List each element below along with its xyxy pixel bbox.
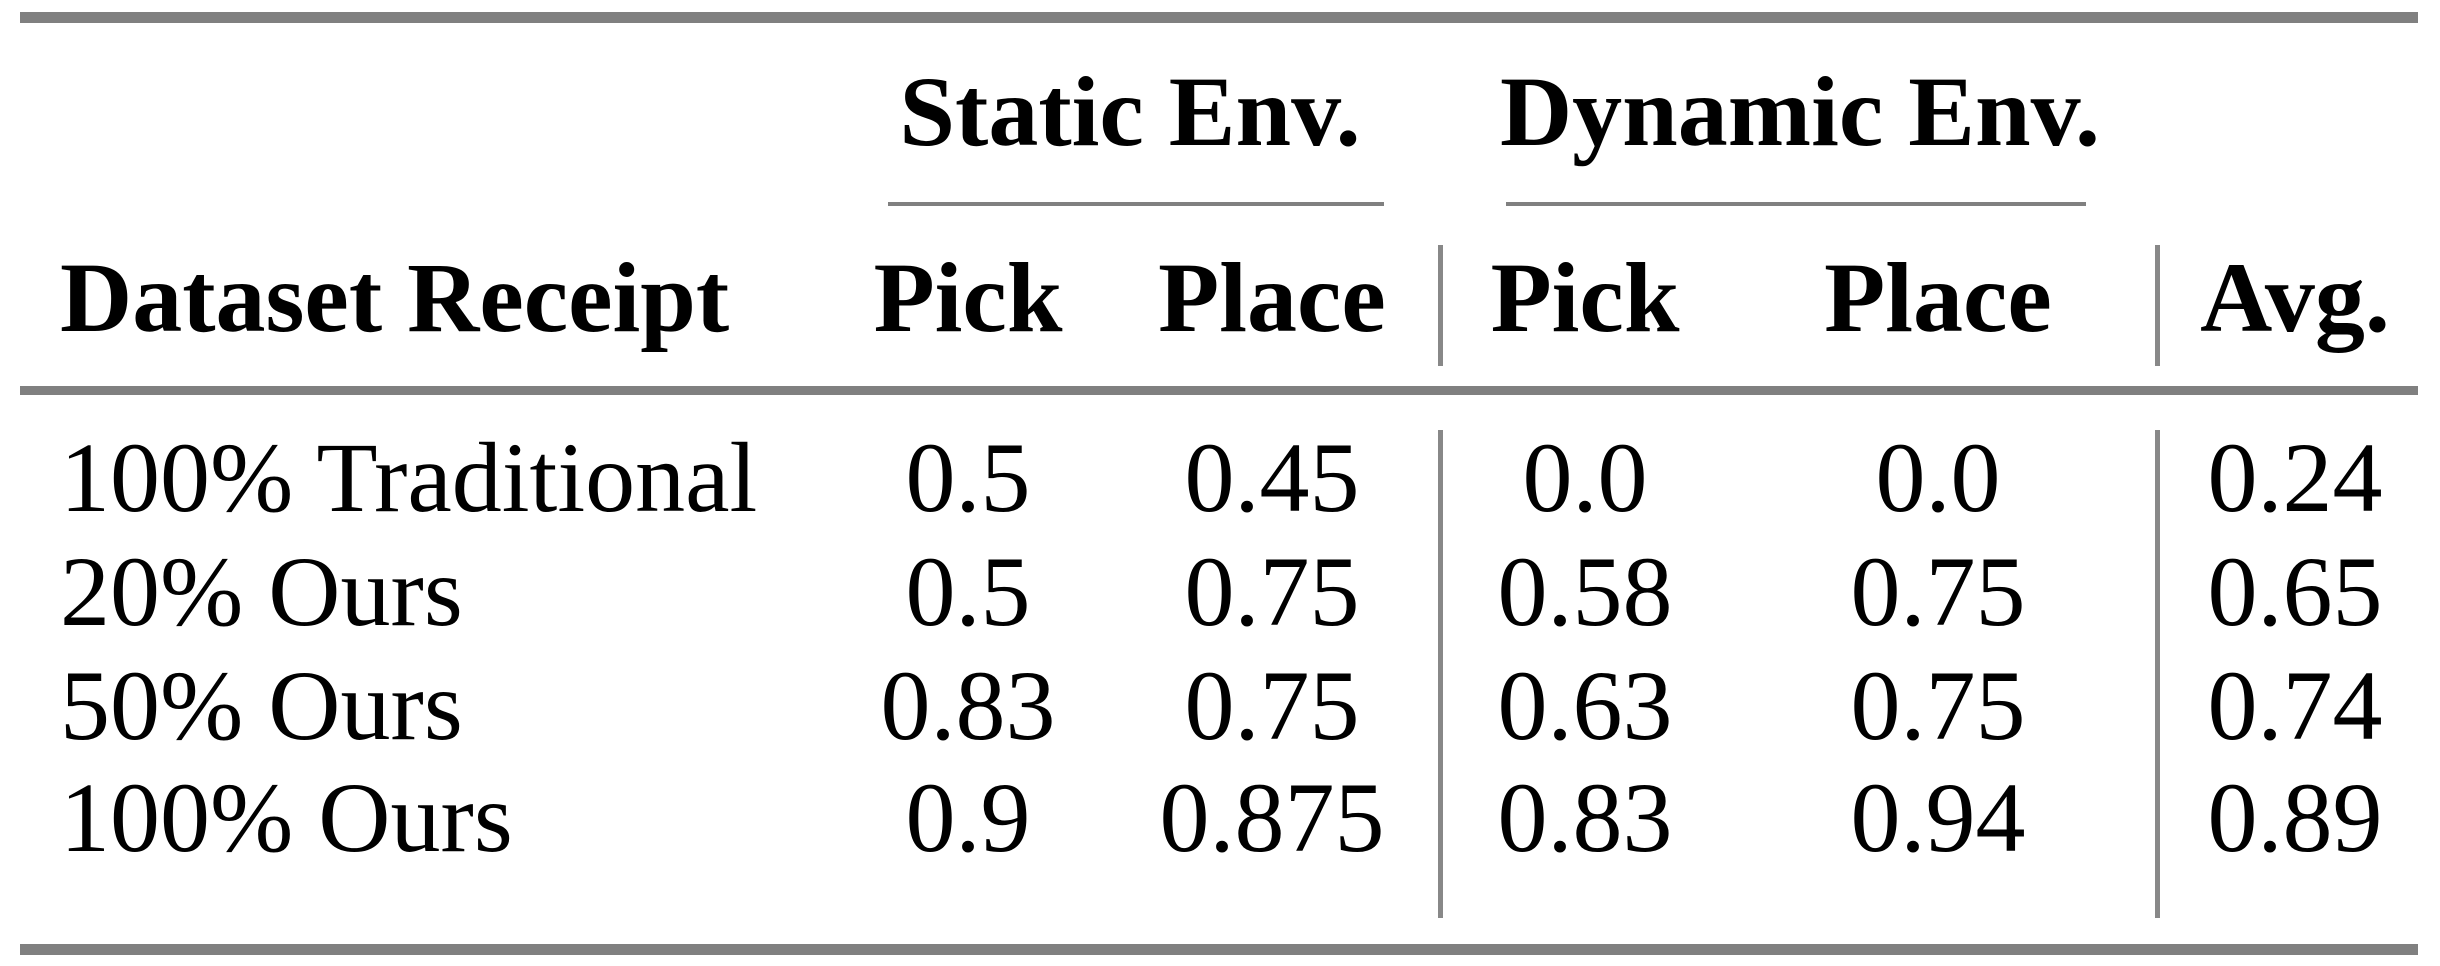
row-label: 50% Ours	[60, 650, 463, 761]
row-label: 100% Traditional	[60, 422, 758, 533]
table-cell: 0.63	[1497, 650, 1673, 761]
dynamic-env-underline	[1506, 202, 2086, 206]
column-header-avg: Avg.	[2200, 242, 2390, 353]
vertical-rule-dynamic-avg-lower	[2155, 430, 2160, 918]
table-cell: 0.5	[905, 422, 1031, 533]
table-cell: 0.0	[1875, 422, 2001, 533]
vertical-rule-dynamic-avg-upper	[2155, 245, 2160, 366]
table-cell: 0.65	[2207, 536, 2383, 647]
column-header-dataset-receipt: Dataset Receipt	[60, 242, 730, 353]
group-header-dynamic-env: Dynamic Env.	[1499, 56, 2101, 167]
table-cell: 0.9	[905, 762, 1031, 873]
column-header-dynamic-pick: Pick	[1490, 242, 1680, 353]
row-label: 20% Ours	[60, 536, 463, 647]
header-mid-rule	[20, 386, 2418, 395]
table-cell: 0.0	[1522, 422, 1648, 533]
vertical-rule-static-dynamic-lower	[1438, 430, 1443, 918]
table-cell: 0.875	[1159, 762, 1385, 873]
table-cell: 0.74	[2207, 650, 2383, 761]
table-cell: 0.75	[1850, 536, 2026, 647]
table-cell: 0.75	[1850, 650, 2026, 761]
bottom-rule	[20, 944, 2418, 955]
vertical-rule-static-dynamic-upper	[1438, 245, 1443, 366]
table-cell: 0.89	[2207, 762, 2383, 873]
group-header-static-env: Static Env.	[899, 56, 1361, 167]
table-cell: 0.45	[1184, 422, 1360, 533]
column-header-dynamic-place: Place	[1824, 242, 2052, 353]
table-cell: 0.83	[880, 650, 1056, 761]
table-cell: 0.94	[1850, 762, 2026, 873]
static-env-underline	[888, 202, 1384, 206]
column-header-static-pick: Pick	[873, 242, 1063, 353]
table-cell: 0.83	[1497, 762, 1673, 873]
table-cell: 0.75	[1184, 650, 1360, 761]
table-cell: 0.5	[905, 536, 1031, 647]
table-cell: 0.24	[2207, 422, 2383, 533]
row-label: 100% Ours	[60, 762, 513, 873]
column-header-static-place: Place	[1158, 242, 1386, 353]
table-cell: 0.75	[1184, 536, 1360, 647]
table-cell: 0.58	[1497, 536, 1673, 647]
top-rule	[20, 12, 2418, 23]
